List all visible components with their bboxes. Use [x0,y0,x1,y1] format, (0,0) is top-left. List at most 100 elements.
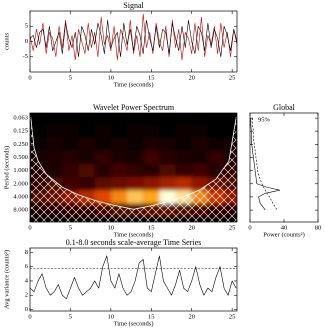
heatmap-cell [191,137,208,152]
heatmap-cell [143,150,160,165]
heatmap-cell [191,113,208,126]
heatmap-cell [127,150,144,165]
x-tick-label: 10 [108,74,115,81]
x-tick-label: 0 [28,74,31,81]
heatmap-cell [127,137,144,152]
heatmap-cell [127,190,144,204]
heatmap-cell [30,113,47,126]
y-tick-label: 5 [25,23,28,30]
heatmap-cell [62,177,79,191]
y-tick-label: 2 [25,292,28,299]
series-line [250,118,281,211]
y-tick-label: 8.000 [13,207,28,214]
y-tick-label: 0.125 [13,128,28,135]
heatmap-cell [175,137,192,152]
x-tick-label: 20 [188,74,195,81]
heatmap-cell [46,164,63,178]
annotation: 95% [258,116,271,123]
heatmap-cell [94,113,111,126]
y-tick-label: 4.000 [13,193,28,200]
heatmap-cell [94,164,111,178]
heatmap-cell [62,124,79,139]
x-axis-label: Power (counts²) [263,231,304,238]
heatmap-cell [207,137,225,152]
y-tick-label: -5 [23,53,28,60]
plot-area [250,118,281,211]
heatmap-cell [62,113,79,126]
x-tick-label: 0 [248,224,251,231]
x-tick-label: 15 [148,74,155,81]
panel-title: Wavelet Power Spectrum [93,103,175,112]
x-tick-label: 25 [229,313,236,320]
heatmap-cell [78,150,95,165]
x-tick-label: 10 [108,313,115,320]
heatmap-cell [62,137,79,152]
heatmap-cell [110,137,128,152]
heatmap-cell [159,137,176,152]
y-tick-label: 6 [25,263,29,270]
panel-title: 0.1-8.0 seconds scale-average Time Serie… [66,238,202,247]
y-tick-label: 0.063 [13,115,28,122]
heatmap-cell [143,164,160,178]
plot-area [30,13,237,61]
heatmap-cell [46,113,63,126]
heatmap-cell [110,164,128,178]
x-tick-label: 0 [28,224,31,231]
heatmap-cell [159,124,176,139]
heatmap-cell [159,164,176,178]
heatmap-cell [159,150,176,165]
x-tick-label: 5 [69,224,72,231]
heatmap-cell [110,150,128,165]
heatmap-cell [191,124,208,139]
heatmap-cell [127,113,144,126]
y-axis-label: Period (seconds) [3,146,10,190]
heatmap-cell [94,177,111,191]
heatmap-cell [62,164,79,178]
heatmap-cell [78,137,95,152]
heatmap-cell [143,137,160,152]
x-tick-label: 20 [188,313,195,320]
y-axis-label: counts [3,33,10,50]
heatmap-cell [127,124,144,139]
heatmap-cell [94,150,111,165]
heatmap-cell [46,124,63,139]
y-axis-label: Avg variance (counts²) [3,250,10,309]
heatmap-cell [127,177,144,191]
plot-frame [29,112,238,223]
x-tick-label: 25 [229,74,236,81]
heatmap-cell [224,124,237,139]
heatmap-cell [62,150,79,165]
panel-title: Signal [123,1,144,10]
heatmap-cell [110,124,128,139]
heatmap-cell [78,113,95,126]
x-tick-label: 10 [108,224,115,231]
x-tick-label: 80 [315,224,322,231]
plot-area [30,255,237,300]
series-line [30,19,237,58]
heatmap-cell [159,177,176,191]
heatmap-cell [191,164,208,178]
heatmap-cell [143,113,160,126]
y-tick-label: 4 [25,277,29,284]
heatmap-cell [159,113,176,126]
y-tick-label: 8 [25,249,28,256]
y-tick-label: 0 [25,306,28,313]
series-line [252,118,278,211]
y-tick-label: 2.000 [13,180,28,187]
plot-area [30,113,237,222]
x-tick-label: 40 [281,224,288,231]
heatmap-cell [175,124,192,139]
heatmap-cell [175,164,192,178]
coi-hatch [30,117,237,222]
heatmap-cell [143,190,160,204]
panel-title: Global [273,103,296,112]
x-tick-label: 5 [69,313,72,320]
x-tick-label: 0 [28,313,31,320]
heatmap-cell [207,150,225,165]
heatmap-cell [30,124,47,139]
heatmap-cell [94,190,111,204]
y-tick-label: 0 [25,38,28,45]
coi-line [30,117,237,210]
x-axis-label: Time (seconds) [113,320,153,327]
